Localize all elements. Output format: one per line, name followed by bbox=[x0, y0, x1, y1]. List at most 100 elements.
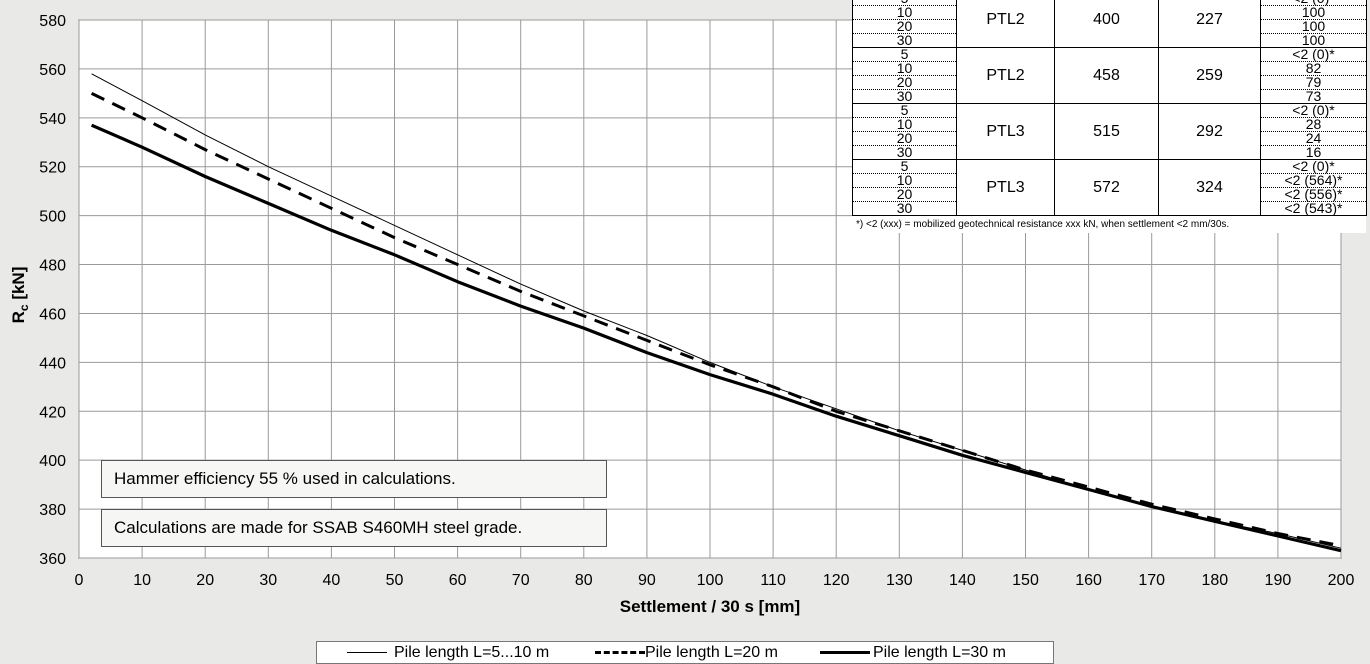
y-tick-label: 380 bbox=[39, 502, 66, 519]
settlement-cell: 20 bbox=[852, 75, 957, 90]
x-tick-label: 80 bbox=[575, 572, 593, 589]
x-tick-label: 0 bbox=[75, 572, 84, 589]
y-tick-label: 480 bbox=[39, 258, 66, 275]
x-tick-label: 20 bbox=[196, 572, 214, 589]
x-tick-label: 90 bbox=[638, 572, 656, 589]
legend-swatch-thin bbox=[347, 652, 387, 653]
x-tick-label: 160 bbox=[1075, 572, 1102, 589]
result-cell: 28 bbox=[1260, 117, 1367, 132]
settlement-cell: 30 bbox=[852, 89, 957, 104]
result-cell: <2 (556)* bbox=[1260, 187, 1367, 202]
x-tick-label: 120 bbox=[823, 572, 850, 589]
table-row: 30 16 bbox=[852, 145, 1367, 160]
settlement-cell: 10 bbox=[852, 61, 957, 76]
result-cell: 100 bbox=[1260, 33, 1367, 48]
table-row: 20 100 bbox=[852, 19, 1367, 34]
x-tick-label: 170 bbox=[1138, 572, 1165, 589]
x-tick-label: 140 bbox=[949, 572, 976, 589]
group-col3-cell: 458 bbox=[1054, 47, 1159, 104]
x-tick-labels: 0 10 20 30 40 50 60 70 80 90 100 110 120 130 140 150 160… bbox=[75, 572, 1355, 589]
legend-label-series-2: Pile length L=20 m bbox=[645, 644, 778, 661]
note-steel-grade: Calculations are made for SSAB S460MH st… bbox=[101, 509, 607, 547]
group-col3-cell: 572 bbox=[1054, 159, 1159, 216]
y-tick-labels: 360 380 400 420 440 460 480 500 520 540 560 580 bbox=[39, 13, 66, 568]
y-tick-label: 520 bbox=[39, 160, 66, 177]
table-row: 5 PTL3 572 324 <2 (0)* bbox=[852, 159, 1367, 216]
y-tick-label: 440 bbox=[39, 355, 66, 372]
result-cell: 16 bbox=[1260, 145, 1367, 160]
settlement-cell: 20 bbox=[852, 131, 957, 146]
group-col4-cell: 227 bbox=[1158, 0, 1261, 48]
result-cell: <2 (0)* bbox=[1260, 159, 1367, 174]
result-cell: <2 (0)* bbox=[1260, 103, 1367, 118]
settlement-cell: 10 bbox=[852, 117, 957, 132]
x-tick-label: 130 bbox=[886, 572, 913, 589]
group-col4-cell: 259 bbox=[1158, 47, 1261, 104]
x-tick-label: 60 bbox=[449, 572, 467, 589]
results-table: 5PTL2400227<2 (0)*1010020100301005PTL245… bbox=[852, 0, 1367, 233]
table-row: 30 <2 (543)* bbox=[852, 201, 1367, 216]
x-tick-label: 10 bbox=[133, 572, 151, 589]
table-row: 10 100 bbox=[852, 5, 1367, 20]
group-col4-cell: 324 bbox=[1158, 159, 1261, 216]
table-row: 20 24 bbox=[852, 131, 1367, 146]
y-tick-label: 540 bbox=[39, 111, 66, 128]
group-col4-cell: 292 bbox=[1158, 103, 1261, 160]
x-axis-label: Settlement / 30 s [mm] bbox=[620, 597, 800, 616]
x-tick-label: 200 bbox=[1328, 572, 1355, 589]
legend-label-series-1: Pile length L=5...10 m bbox=[394, 644, 550, 661]
x-tick-label: 150 bbox=[1012, 572, 1039, 589]
result-cell: 79 bbox=[1260, 75, 1367, 90]
x-tick-label: 30 bbox=[259, 572, 277, 589]
table-footnote: *) <2 (xxx) = mobilized geotechnical res… bbox=[852, 216, 1366, 233]
result-cell: <2 (0)* bbox=[1260, 0, 1367, 6]
table-row: 30 100 bbox=[852, 33, 1367, 48]
table-row: 5 PTL3 515 292 <2 (0)* bbox=[852, 103, 1367, 160]
group-col3-cell: 515 bbox=[1054, 103, 1159, 160]
x-tick-label: 40 bbox=[323, 572, 341, 589]
series-lines bbox=[90, 73, 1342, 553]
group-col3-cell: 400 bbox=[1054, 0, 1159, 48]
table-row: 5PTL2400227<2 (0)* bbox=[852, 0, 1367, 48]
note-hammer-efficiency: Hammer efficiency 55 % used in calculati… bbox=[101, 460, 607, 498]
result-cell: 82 bbox=[1260, 61, 1367, 76]
table-row: 20 <2 (556)* bbox=[852, 187, 1367, 202]
x-tick-label: 180 bbox=[1201, 572, 1228, 589]
settlement-cell: 30 bbox=[852, 201, 957, 216]
settlement-cell: 30 bbox=[852, 33, 957, 48]
result-cell: 24 bbox=[1260, 131, 1367, 146]
x-tick-label: 70 bbox=[512, 572, 530, 589]
settlement-cell: 10 bbox=[852, 5, 957, 20]
y-tick-label: 580 bbox=[39, 13, 66, 30]
y-tick-label: 360 bbox=[39, 551, 66, 568]
group-col2-cell: PTL3 bbox=[956, 103, 1055, 160]
y-tick-label: 560 bbox=[39, 62, 66, 79]
x-tick-label: 110 bbox=[760, 572, 786, 589]
result-cell: 100 bbox=[1260, 19, 1367, 34]
table-row: 10 82 bbox=[852, 61, 1367, 76]
group-col2-cell: PTL2 bbox=[956, 0, 1055, 48]
result-cell: <2 (0)* bbox=[1260, 47, 1367, 62]
legend-swatch-dashed bbox=[595, 651, 645, 654]
settlement-cell: 30 bbox=[852, 145, 957, 160]
settlement-cell: 20 bbox=[852, 187, 957, 202]
result-cell: 73 bbox=[1260, 89, 1367, 104]
legend: Pile length L=5...10 m Pile length L=20 … bbox=[316, 641, 1054, 664]
y-tick-label: 400 bbox=[39, 453, 66, 470]
legend-label-series-3: Pile length L=30 m bbox=[873, 644, 1006, 661]
y-axis-label: Rc [kN] bbox=[9, 267, 31, 324]
result-cell: <2 (564)* bbox=[1260, 173, 1367, 188]
pile-table: 5PTL2400227<2 (0)*1010020100301005PTL245… bbox=[852, 0, 1367, 216]
table-row: 5 PTL2 458 259 <2 (0)* bbox=[852, 47, 1367, 104]
result-cell: <2 (543)* bbox=[1260, 201, 1367, 216]
group-col2-cell: PTL2 bbox=[956, 47, 1055, 104]
result-cell: 100 bbox=[1260, 5, 1367, 20]
series-line-2 bbox=[90, 92, 1342, 548]
settlement-cell: 20 bbox=[852, 19, 957, 34]
x-tick-label: 100 bbox=[697, 572, 724, 589]
x-tick-label: 190 bbox=[1265, 572, 1292, 589]
legend-swatch-thick bbox=[820, 651, 870, 654]
table-row: 20 79 bbox=[852, 75, 1367, 90]
x-tick-label: 50 bbox=[386, 572, 404, 589]
